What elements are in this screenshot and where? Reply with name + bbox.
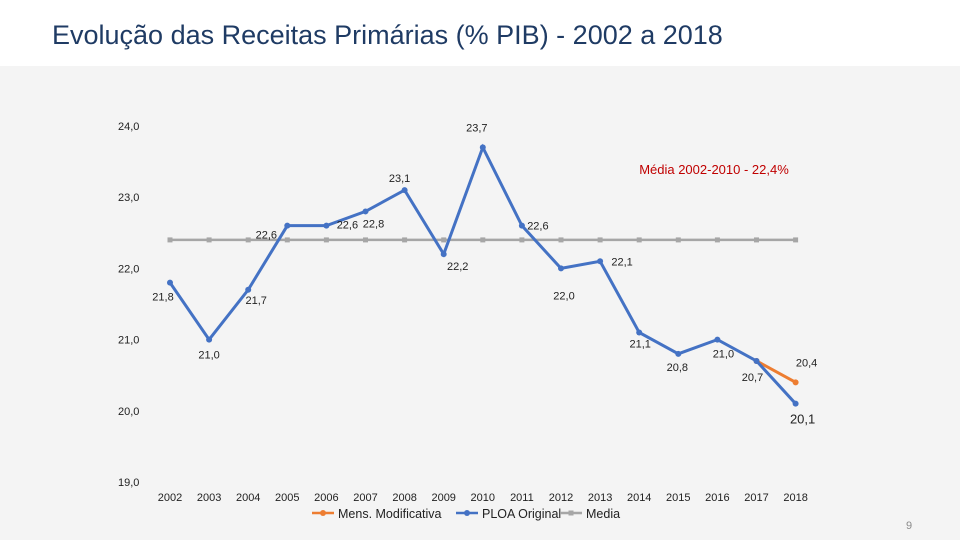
data-label: 20,8 [667, 362, 688, 374]
mens-modificativa-series-line [755, 359, 797, 384]
data-label: 21,1 [629, 338, 650, 350]
ploa-original-point [479, 144, 486, 151]
media-point [402, 237, 408, 243]
data-label: 20,4 [796, 357, 817, 369]
media-point [519, 237, 525, 243]
data-label: 21,7 [245, 295, 266, 307]
ploa-original-point [558, 265, 564, 272]
media-point [793, 237, 799, 243]
ploa-original-point [167, 279, 173, 286]
ploa-original-point [362, 208, 369, 215]
y-tick-label: 21,0 [118, 335, 139, 347]
ploa-original-point [675, 350, 682, 357]
x-tick-label: 2006 [314, 492, 338, 504]
y-tick-label: 22,0 [118, 263, 139, 275]
x-tick-label: 2009 [431, 492, 455, 504]
media-point [558, 237, 564, 243]
y-tick-label: 23,0 [118, 192, 139, 204]
data-label: 22,1 [611, 256, 632, 268]
y-tick-label: 19,0 [118, 477, 139, 489]
ploa-original-point [284, 222, 291, 229]
media-point [480, 237, 486, 243]
background-watermark [0, 66, 960, 540]
data-label: 21,0 [198, 350, 219, 362]
legend-marker [464, 510, 470, 516]
x-tick-label: 2003 [197, 492, 221, 504]
data-label: 22,2 [447, 261, 468, 273]
media-point [754, 237, 759, 243]
ploa-original-point [440, 251, 447, 258]
data-label: 22,0 [553, 290, 574, 302]
legend-marker [320, 510, 326, 516]
x-tick-label: 2014 [627, 492, 651, 504]
legend-label: PLOA Original [482, 507, 561, 521]
media-point [323, 237, 329, 243]
slide-header [0, 0, 960, 66]
x-tick-label: 2004 [236, 492, 260, 504]
chart-annotation: Média 2002-2010 - 22,4% [639, 162, 789, 177]
media-point [206, 237, 212, 243]
data-label: 20,1 [790, 412, 815, 427]
x-tick-label: 2016 [705, 492, 729, 504]
media-point [597, 237, 603, 243]
x-tick-label: 2012 [549, 492, 573, 504]
ploa-original-point [518, 222, 525, 229]
mens-modificativa-point [792, 379, 799, 386]
data-label: 22,8 [363, 218, 384, 230]
ploa-original-point [323, 222, 330, 229]
y-tick-label: 20,0 [118, 406, 139, 418]
ploa-original-point [206, 336, 213, 343]
x-tick-label: 2010 [471, 492, 495, 504]
ploa-original-point [753, 357, 760, 364]
ploa-original-point [245, 286, 252, 293]
media-point [363, 237, 368, 243]
media-point [636, 237, 642, 243]
ploa-original-point [597, 258, 604, 265]
ploa-original-point [714, 336, 721, 343]
media-point [284, 237, 290, 243]
x-tick-label: 2008 [392, 492, 416, 504]
y-tick-label: 24,0 [118, 121, 139, 133]
x-tick-label: 2015 [666, 492, 690, 504]
ploa-original-point [792, 400, 799, 407]
data-label: 22,6 [337, 220, 358, 232]
legend-label: Mens. Modificativa [338, 507, 442, 521]
x-tick-label: 2018 [783, 492, 807, 504]
x-tick-label: 2013 [588, 492, 612, 504]
x-tick-label: 2017 [744, 492, 768, 504]
legend-marker [568, 510, 574, 516]
x-tick-label: 2002 [158, 492, 182, 504]
data-label: 21,8 [152, 292, 173, 304]
data-label: 22,6 [256, 230, 277, 242]
media-point [245, 237, 251, 243]
x-tick-label: 2005 [275, 492, 299, 504]
data-label: 22,6 [527, 221, 548, 233]
legend-label: Media [586, 507, 620, 521]
ploa-original-point [401, 187, 408, 194]
ploa-original-series-line [168, 143, 797, 405]
media-point [714, 237, 720, 243]
x-tick-label: 2011 [510, 492, 534, 504]
data-label: 21,0 [713, 349, 734, 361]
data-label: 20,7 [742, 372, 763, 384]
ploa-original-point [636, 329, 643, 336]
slide-title: Evolução das Receitas Primárias (% PIB) … [52, 20, 723, 50]
x-tick-label: 2007 [353, 492, 377, 504]
slide-number: 9 [906, 520, 913, 532]
data-label: 23,7 [466, 122, 487, 134]
data-label: 23,1 [389, 173, 410, 185]
media-point [441, 237, 447, 243]
media-point [675, 237, 681, 243]
media-point [167, 237, 173, 243]
